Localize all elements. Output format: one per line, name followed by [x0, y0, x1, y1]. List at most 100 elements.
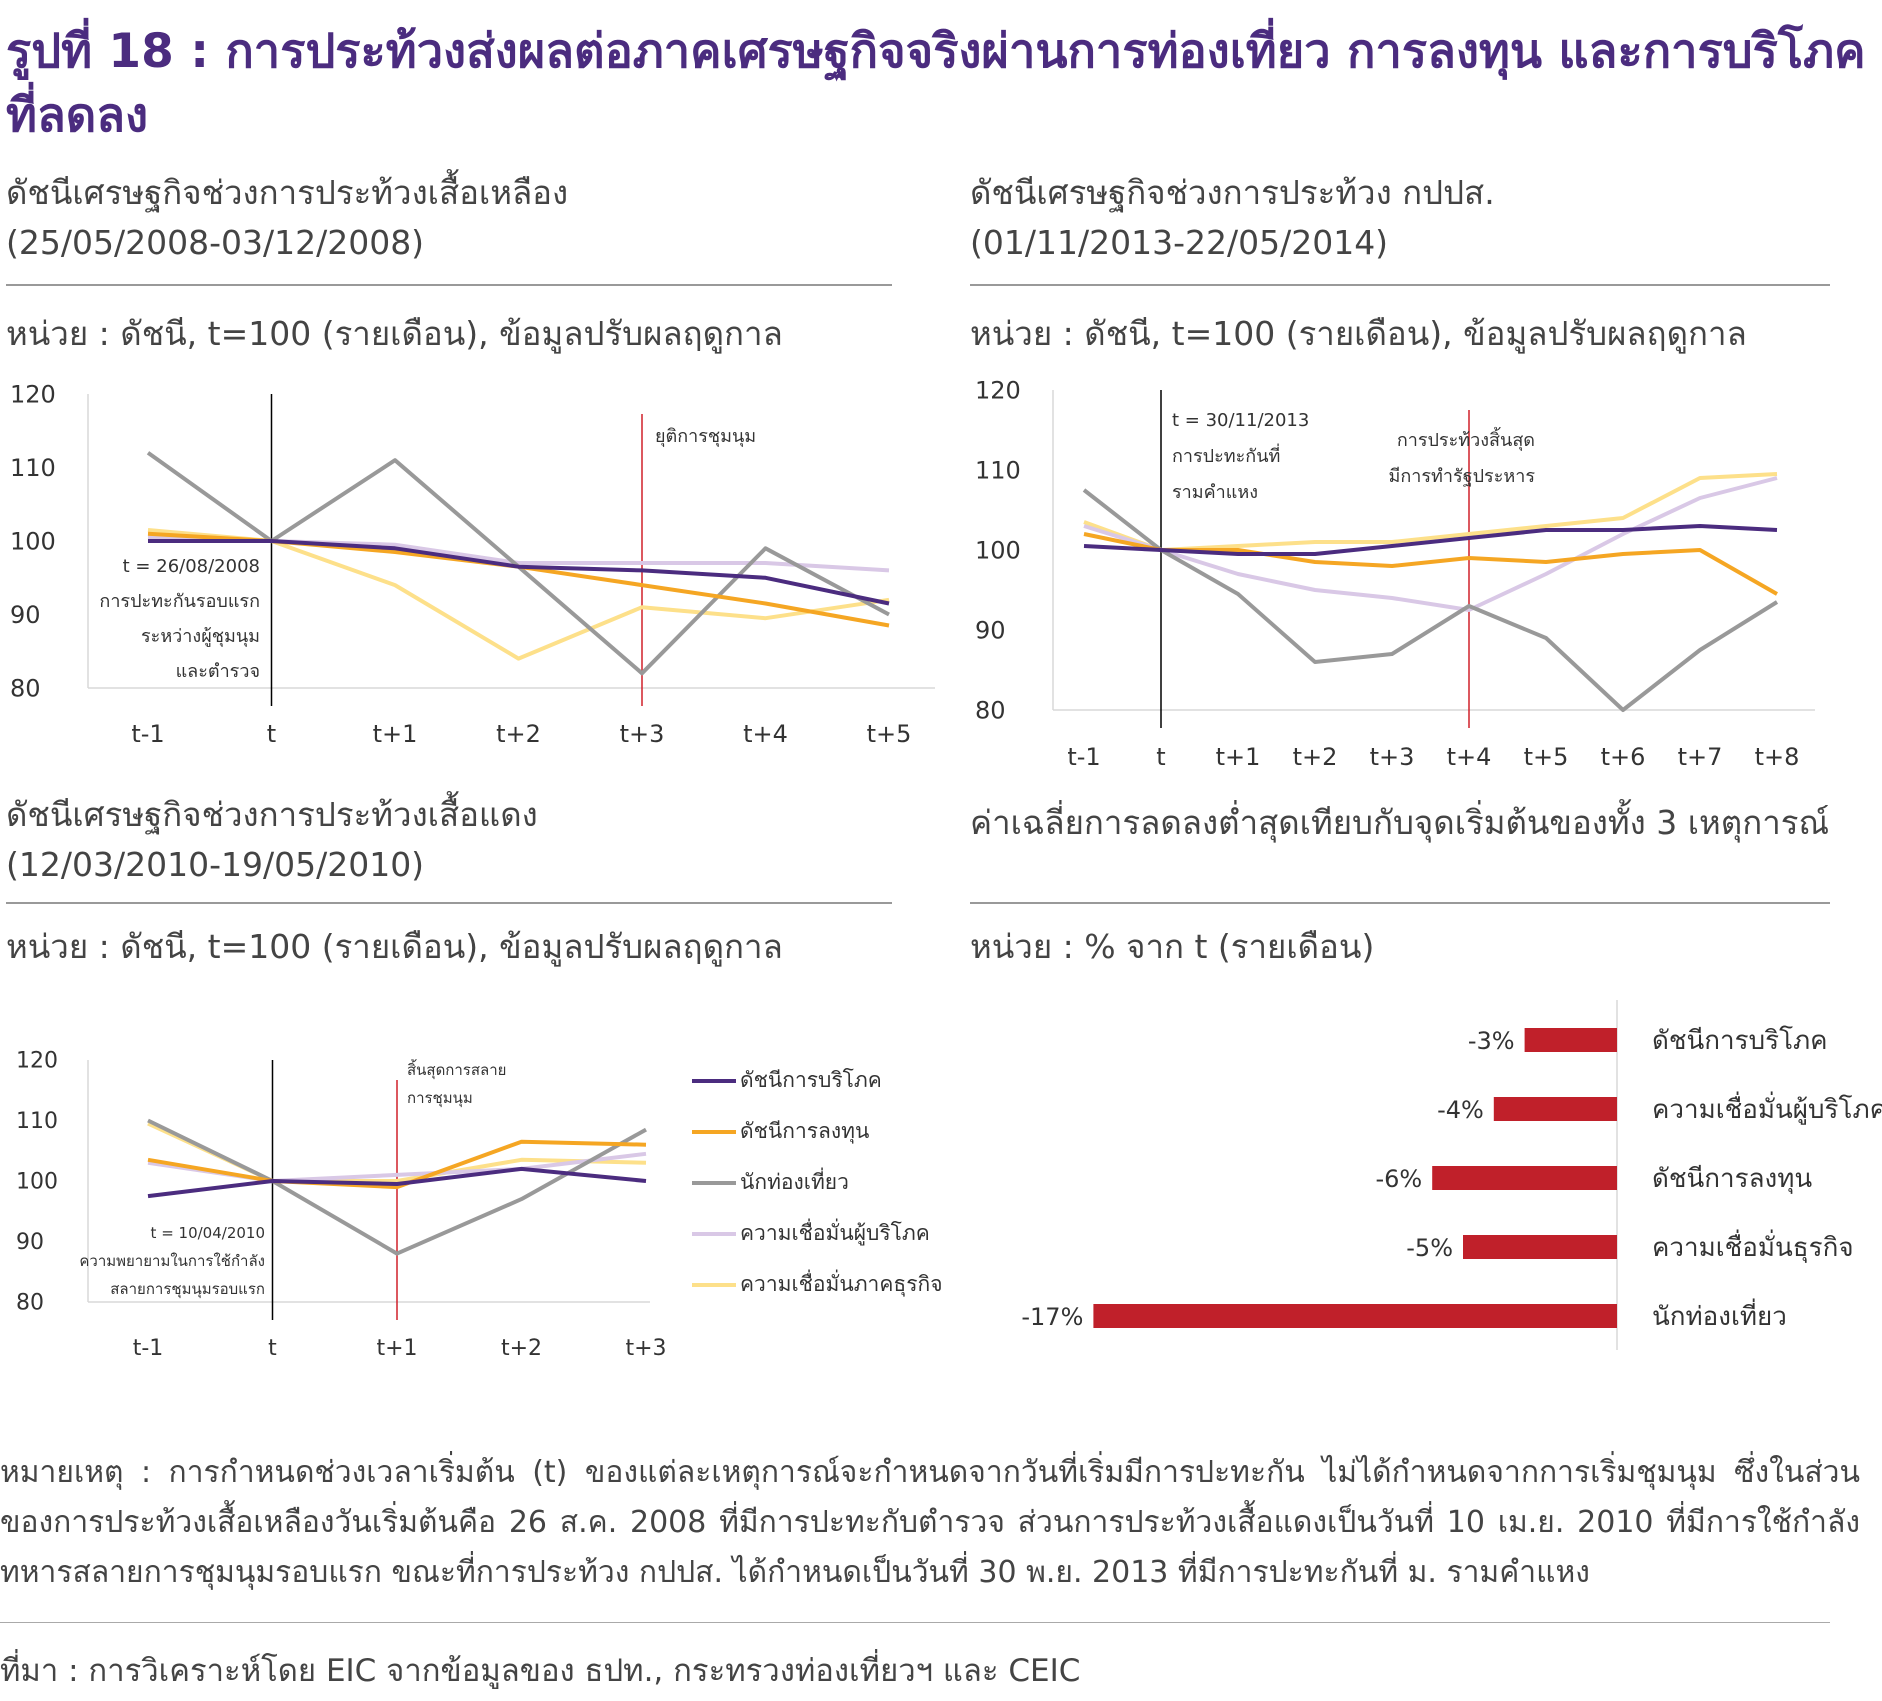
- x-tick-label: t+1: [1216, 743, 1261, 770]
- footnote: หมายเหตุ : การกำหนดช่วงเวลาเริ่มต้น (t) …: [0, 1455, 1860, 1590]
- source-divider: [0, 1622, 1830, 1623]
- y-tick-label: 120: [16, 1049, 58, 1074]
- x-tick-label: t+2: [496, 720, 541, 748]
- x-tick-label: t+2: [501, 1336, 542, 1361]
- x-tick-label: t+5: [1524, 743, 1569, 770]
- panel3-heading: ดัชนีเศรษฐกิจช่วงการประท้วงเสื้อแดง (12/…: [6, 790, 906, 890]
- legend-swatch: [692, 1078, 736, 1083]
- x-tick-label: t-1: [133, 1336, 164, 1361]
- y-tick-label: 120: [975, 376, 1021, 404]
- start-annotation: t = 10/04/2010: [151, 1224, 265, 1242]
- chart-yellow-shirt: 120 110 100 90 80 t-1 t t+1 t+2 t+3 t+4 t+5 t = 26/0…: [10, 380, 935, 748]
- panel2-title: ดัชนีเศรษฐกิจช่วงการประท้วง กปปส.: [970, 173, 1495, 212]
- y-tick-label: 120: [10, 380, 56, 408]
- x-tick-label: t+1: [373, 720, 418, 748]
- panel4-title: ค่าเฉลี่ยการลดลงต่ำสุดเทียบกับจุดเริ่มต้…: [970, 803, 1830, 842]
- x-tick-label: t+4: [743, 720, 788, 748]
- panel4-unit: หน่วย : % จาก t (รายเดือน): [970, 927, 1375, 966]
- x-tick-label: t+1: [376, 1336, 417, 1361]
- x-tick-label: t+5: [867, 720, 912, 748]
- bar-value-label: -4%: [1437, 1096, 1484, 1124]
- x-tick-label: t: [267, 720, 276, 748]
- start-annotation: และตำรวจ: [176, 661, 260, 682]
- x-tick-label: t+6: [1601, 743, 1646, 770]
- start-annotation: การปะทะกันที่: [1172, 443, 1280, 467]
- y-tick-label: 80: [10, 674, 41, 702]
- legend-item: ดัชนีการบริโภค: [692, 1055, 952, 1106]
- start-annotation: ความพยายามในการใช้กำลัง: [79, 1252, 265, 1270]
- legend-label: ดัชนีการบริโภค: [740, 1068, 882, 1092]
- x-tick-label: t-1: [131, 720, 164, 748]
- x-tick-label: t+2: [1293, 743, 1338, 770]
- chart-pdrc: 120 110 100 90 80 t-1 t t+1 t+2 t+3 t+4 t+5 t+6 t+7 t+…: [975, 376, 1815, 770]
- y-tick-label: 110: [975, 456, 1021, 484]
- panel3-title: ดัชนีเศรษฐกิจช่วงการประท้วงเสื้อแดง: [6, 795, 538, 834]
- end-annotation: ยุติการชุมนุม: [655, 426, 756, 447]
- end-annotation: การประท้วงสิ้นสุด: [1397, 427, 1535, 451]
- panel1-heading: ดัชนีเศรษฐกิจช่วงการประท้วงเสื้อเหลือง (…: [6, 168, 906, 268]
- legend-item: ความเชื่อมั่นภาคธุรกิจ: [692, 1259, 952, 1310]
- bar-category-label: ดัชนีการบริโภค: [1652, 1025, 1828, 1056]
- x-tick-label: t+3: [1370, 743, 1415, 770]
- legend-item: ดัชนีการลงทุน: [692, 1106, 952, 1157]
- x-tick-label: t: [268, 1336, 277, 1361]
- source-text: ที่มา : การวิเคราะห์โดย EIC จากข้อมูลของ…: [0, 1653, 1081, 1689]
- x-tick-label: t-1: [1067, 743, 1100, 770]
- panel2-divider: [970, 284, 1830, 286]
- panel4-heading: ค่าเฉลี่ยการลดลงต่ำสุดเทียบกับจุดเริ่มต้…: [970, 798, 1870, 848]
- legend-item: ความเชื่อมั่นผู้บริโภค: [692, 1208, 952, 1259]
- y-tick-label: 100: [16, 1170, 58, 1195]
- panel2-unit: หน่วย : ดัชนี, t=100 (รายเดือน), ข้อมูลป…: [970, 314, 1747, 353]
- x-tick-label: t+8: [1755, 743, 1800, 770]
- x-tick-label: t+4: [1447, 743, 1492, 770]
- bar-category-label: ดัชนีการลงทุน: [1652, 1164, 1812, 1194]
- bar-value-label: -5%: [1406, 1234, 1453, 1262]
- bar: [1493, 1097, 1617, 1121]
- start-annotation: t = 30/11/2013: [1172, 410, 1309, 431]
- legend-item: นักท่องเที่ยว: [692, 1157, 952, 1208]
- figure-title: รูปที่ 18 : การประท้วงส่งผลต่อภาคเศรษฐกิ…: [6, 24, 1866, 143]
- chart-red-shirt: 120 110 100 90 80 t-1 t t+1 t+2 t+3 t = 10/04/2010…: [16, 1049, 667, 1361]
- panel2-period: (01/11/2013-22/05/2014): [970, 223, 1389, 262]
- start-annotation: การปะทะกันรอบแรก: [99, 591, 260, 612]
- start-annotation: ระหว่างผู้ชุมนุม: [141, 626, 260, 647]
- y-tick-label: 110: [10, 454, 56, 482]
- series-line: [148, 539, 890, 606]
- x-tick-label: t+7: [1678, 743, 1723, 770]
- x-tick-label: t+3: [620, 720, 665, 748]
- y-tick-label: 90: [975, 616, 1006, 644]
- bar-category-label: นักท่องเที่ยว: [1652, 1298, 1787, 1332]
- end-annotation: สิ้นสุดการสลาย: [407, 1059, 506, 1080]
- bar: [1093, 1304, 1617, 1328]
- panel1-period: (25/05/2008-03/12/2008): [6, 223, 425, 262]
- panel1-divider: [6, 284, 892, 286]
- panel3-divider: [6, 902, 892, 904]
- y-tick-label: 100: [10, 527, 56, 555]
- bar-category-label: ความเชื่อมั่นผู้บริโภค: [1652, 1091, 1882, 1125]
- legend-swatch: [692, 1129, 736, 1134]
- series-line: [1082, 488, 1779, 712]
- legend-swatch: [692, 1231, 736, 1236]
- start-annotation: สลายการชุมนุมรอบแรก: [110, 1280, 265, 1299]
- series-line: [1083, 476, 1778, 612]
- y-tick-label: 110: [16, 1109, 58, 1134]
- panel1-unit: หน่วย : ดัชนี, t=100 (รายเดือน), ข้อมูลป…: [6, 314, 783, 353]
- legend-swatch: [692, 1180, 736, 1185]
- x-tick-label: t: [1156, 743, 1165, 770]
- panel4-divider: [970, 902, 1830, 904]
- start-annotation: t = 26/08/2008: [123, 556, 260, 577]
- bar-category-label: ความเชื่อมั่นธุรกิจ: [1652, 1229, 1854, 1263]
- panel3-unit: หน่วย : ดัชนี, t=100 (รายเดือน), ข้อมูลป…: [6, 927, 783, 966]
- legend-swatch: [692, 1282, 736, 1287]
- end-annotation: มีการทำรัฐประหาร: [1388, 466, 1535, 487]
- bar-value-label: -3%: [1468, 1027, 1515, 1055]
- y-tick-label: 100: [975, 536, 1021, 564]
- bar: [1432, 1166, 1617, 1190]
- y-tick-label: 80: [975, 696, 1006, 724]
- bar: [1463, 1235, 1617, 1259]
- legend: ดัชนีการบริโภค ดัชนีการลงทุน นักท่องเที่…: [692, 1055, 952, 1310]
- y-tick-label: 90: [16, 1230, 44, 1255]
- bar-value-label: -17%: [1021, 1303, 1083, 1331]
- panel2-heading: ดัชนีเศรษฐกิจช่วงการประท้วง กปปส. (01/11…: [970, 168, 1870, 268]
- series-line: [147, 1166, 647, 1199]
